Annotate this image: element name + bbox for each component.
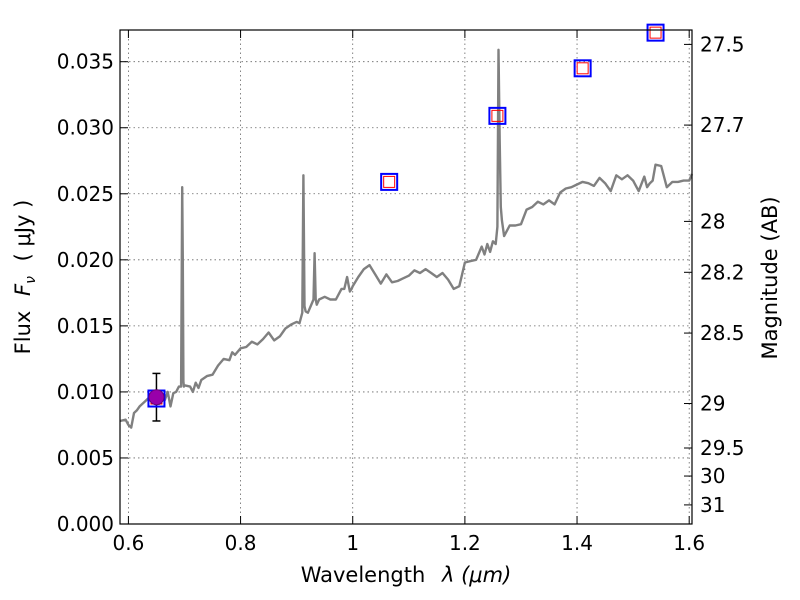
model-square-outer [380,172,399,191]
right-tick-label: 31 [700,493,725,517]
y-axis-label: Flux Fν ( μJy ) [11,200,40,355]
x-tick-label: 1.2 [449,531,481,555]
right-tick-label: 29 [700,392,725,416]
photometry-markers [147,23,665,422]
y-tick-label: 0.010 [57,380,114,404]
model-square-inner [649,26,662,39]
model-square-inner [491,109,504,122]
plot-series [119,48,694,429]
y-tick-label: 0.015 [57,314,114,338]
model-square-outer [488,106,507,125]
x-tick-label: 1.4 [561,531,593,555]
right-tick-label: 28.2 [700,260,745,284]
axis-ticks: 0.6 0.8 1 1.2 1.4 1.6 0.000 0.005 0.010 0.015 0.02… [57,30,745,555]
model-square-outer [573,59,592,78]
right-tick-label: 30 [700,464,725,488]
y-tick-label: 0.005 [57,446,114,470]
model-square-inner [576,62,589,75]
right-tick-label: 28 [700,209,725,233]
model-square-outer [646,23,665,42]
right-tick-label: 29.5 [700,436,745,460]
x-tick-label: 1.6 [673,531,705,555]
y-tick-label: 0.000 [57,512,114,536]
observed-point [148,389,165,406]
y-tick-label: 0.025 [57,182,114,206]
right-tick-label: 27.7 [700,113,745,137]
y-tick-label: 0.035 [57,50,114,74]
right-tick-label: 28.5 [700,321,745,345]
right-axis-label: Magnitude (AB) [758,196,782,359]
x-axis-label: Wavelength λ (μm) [301,563,512,587]
x-tick-label: 0.8 [225,531,257,555]
y-tick-label: 0.030 [57,116,114,140]
plot-frame [119,29,693,525]
spectrum-line [119,48,694,429]
right-tick-label: 27.5 [700,32,745,56]
x-tick-label: 0.6 [113,531,145,555]
model-square-inner [383,175,396,188]
x-tick-label: 1 [346,531,359,555]
y-tick-label: 0.020 [57,248,114,272]
